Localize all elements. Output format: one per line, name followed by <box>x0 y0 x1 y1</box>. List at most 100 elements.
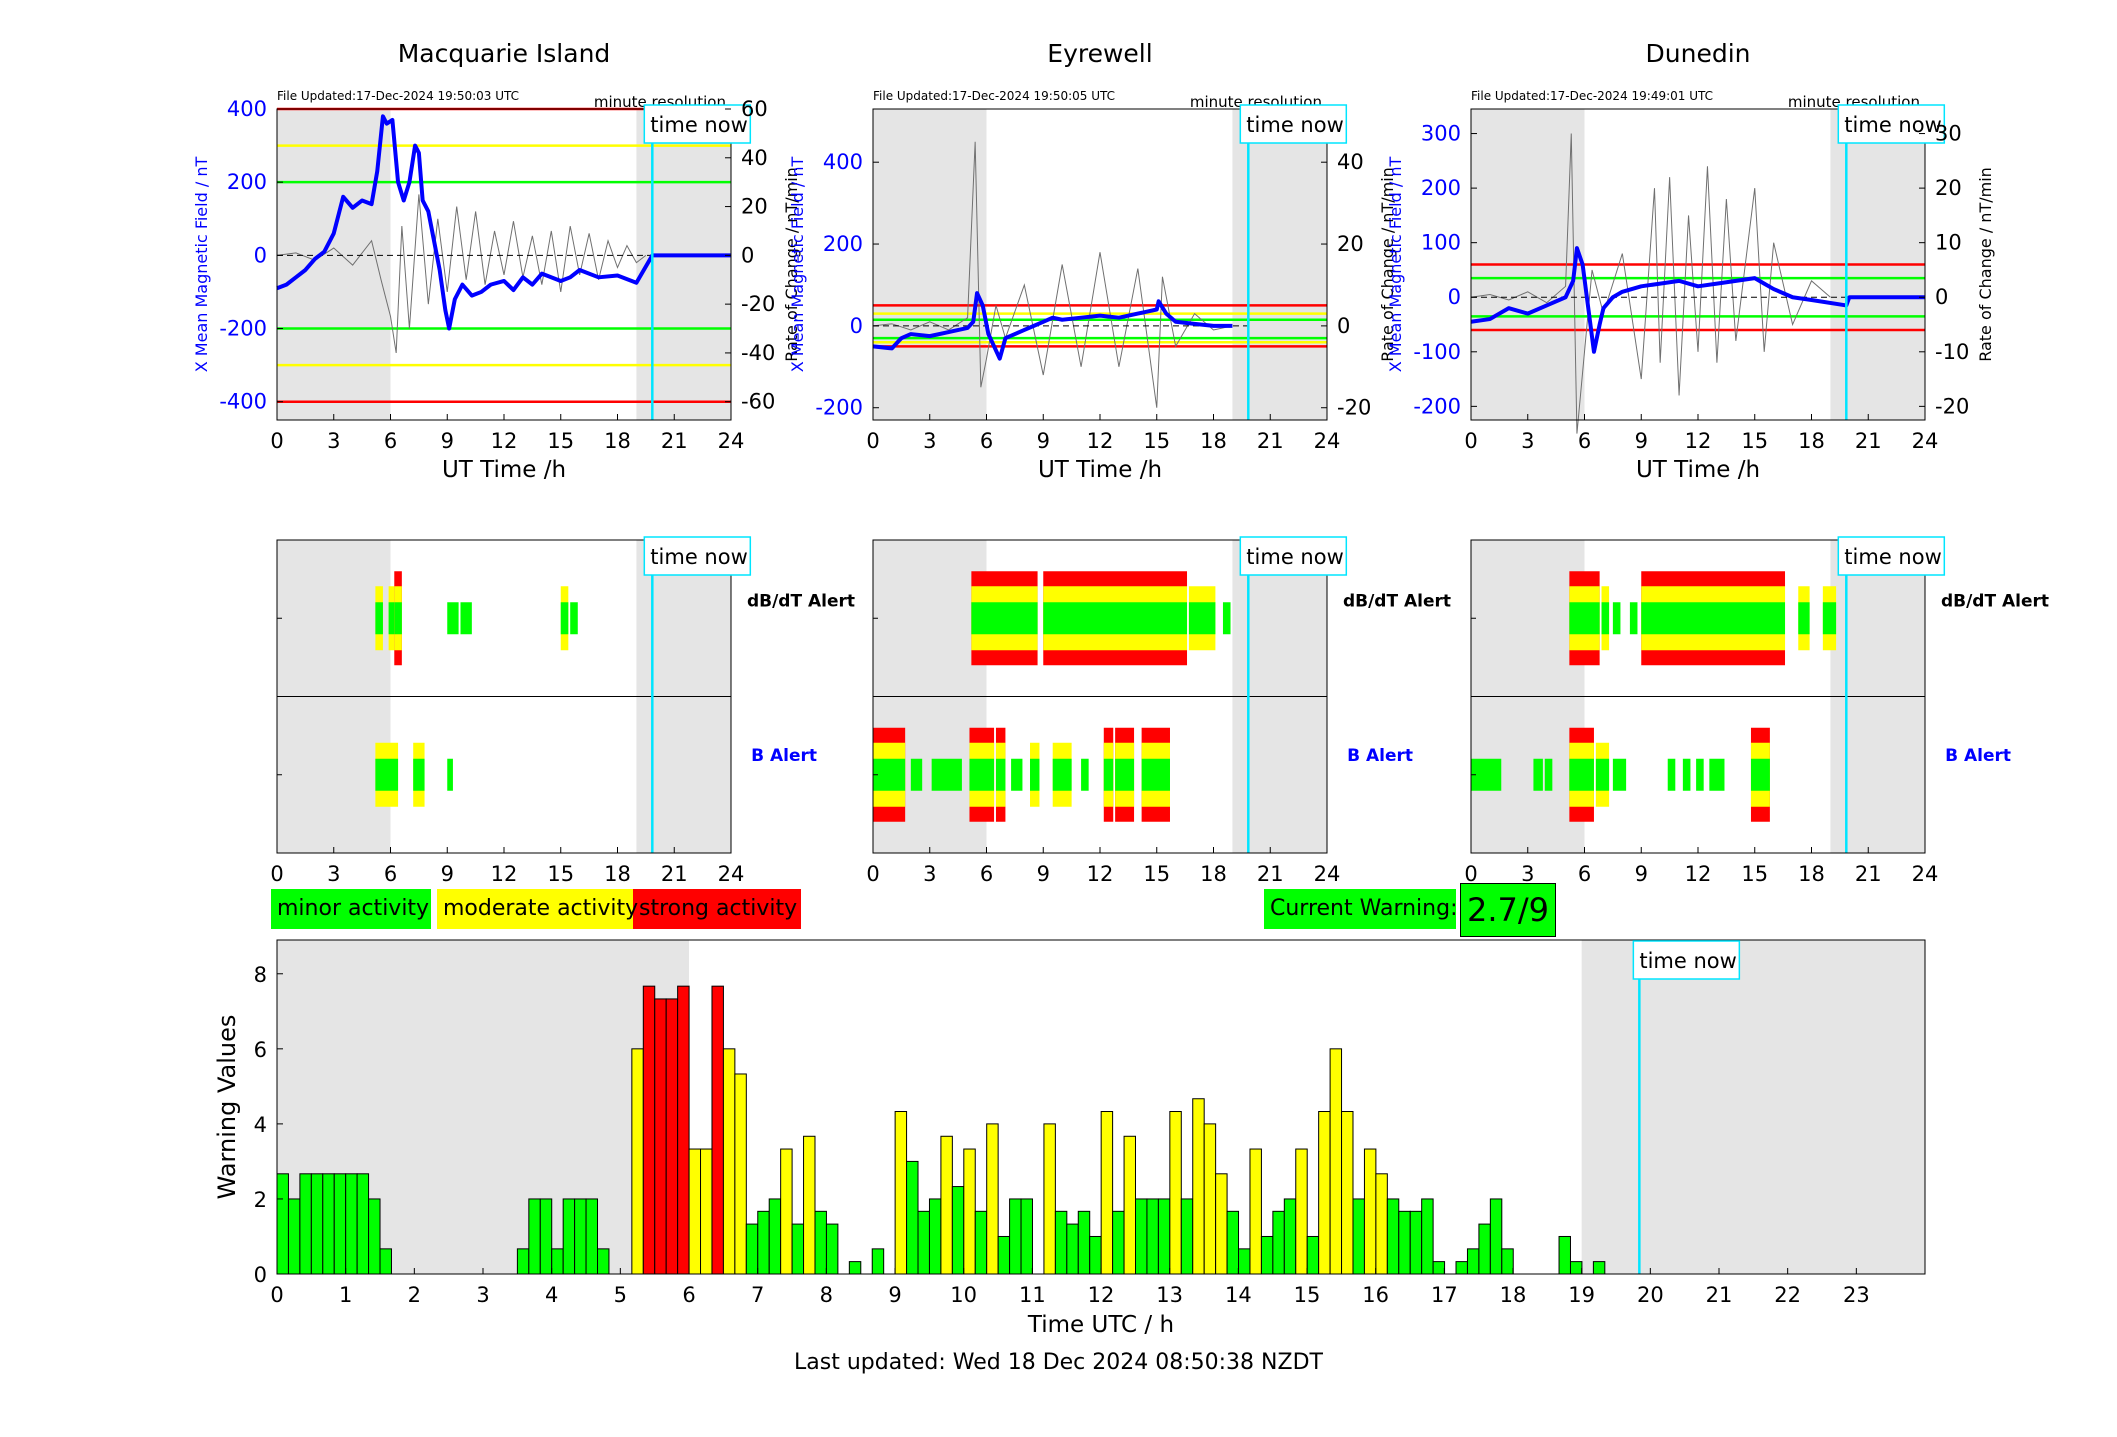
y2-tick-label: -10 <box>1935 340 1969 364</box>
y2-tick-label: 40 <box>741 146 768 170</box>
y2-tick-label: 0 <box>1935 285 1948 309</box>
alert-minor-segment <box>1222 602 1231 635</box>
x-tick-label: 16 <box>1362 1283 1389 1307</box>
x-tick-label: 12 <box>1685 429 1712 453</box>
x-tick-label: 10 <box>950 1283 977 1307</box>
warning-bar <box>894 1111 908 1275</box>
warning-bar <box>974 1210 988 1275</box>
y2-tick-label: 30 <box>1935 122 1962 146</box>
alert-minor-segment <box>1030 758 1040 791</box>
y-tick-label: -200 <box>815 396 863 420</box>
warning-bar <box>1215 1173 1228 1275</box>
x-axis-label: Time UTC / h <box>1027 1312 1174 1338</box>
x-tick-label: 21 <box>661 862 688 886</box>
warning-bar <box>642 985 656 1275</box>
alert-row-label: B Alert <box>1347 746 1413 766</box>
x-tick-label: 18 <box>604 429 631 453</box>
y-axis-label: Warning Values <box>213 1015 241 1200</box>
warning-bar <box>1077 1210 1091 1275</box>
warning-bar <box>597 1248 610 1275</box>
alert-minor-segment <box>460 602 472 635</box>
warning-bar <box>1386 1198 1400 1275</box>
warning-bar <box>1089 1235 1102 1275</box>
warning-bar <box>711 985 724 1275</box>
warning-bar <box>700 1148 713 1275</box>
y-tick-label: 100 <box>1421 231 1461 255</box>
x-tick-label: 18 <box>604 862 631 886</box>
x-tick-label: 20 <box>1637 1283 1664 1307</box>
time-now-label-box <box>1837 104 1946 144</box>
warning-bar <box>1123 1135 1137 1275</box>
y2-tick-label: -20 <box>741 292 775 316</box>
alert-minor-segment <box>1533 758 1543 791</box>
last-updated-footer: Last updated: Wed 18 Dec 2024 08:50:38 N… <box>794 1350 1323 1375</box>
x-tick-label: 6 <box>980 429 993 453</box>
time-now-label-box <box>1239 104 1348 144</box>
alert-panel-2: dB/dT Alert B Alert time now 0 3 6 9 12 15 18 21 24 <box>866 536 1451 886</box>
warning-bar <box>745 1223 759 1275</box>
alert-minor-segment <box>1682 758 1691 791</box>
warning-bar <box>1341 1111 1354 1275</box>
time-now-label-box <box>1239 536 1348 576</box>
time-now-label-box <box>643 104 752 144</box>
y-tick-label: 2 <box>254 1188 267 1212</box>
warning-bar <box>1501 1248 1514 1275</box>
y-tick-label: 6 <box>254 1038 267 1062</box>
warning-bar <box>1043 1123 1056 1275</box>
y2-tick-label: 20 <box>1935 176 1962 200</box>
x-tick-label: 12 <box>491 429 518 453</box>
alert-minor-segment <box>570 602 578 635</box>
warning-bar <box>1146 1198 1159 1275</box>
warning-bar <box>1398 1210 1411 1275</box>
alert-minor-segment <box>931 758 962 791</box>
field-plot-1: Macquarie Island File Updated:17-Dec-2024… <box>192 39 801 483</box>
y-tick-label: 0 <box>254 1263 267 1287</box>
warning-bar <box>1272 1210 1285 1275</box>
alert-minor-segment <box>1612 758 1627 791</box>
warning-bar <box>688 1148 702 1275</box>
warning-bar <box>333 1173 347 1275</box>
warning-bar <box>791 1223 805 1275</box>
alert-minor-segment <box>413 758 425 791</box>
rate-of-change-series <box>1470 133 1831 434</box>
warning-bar <box>1157 1198 1171 1275</box>
warning-bar <box>1329 1048 1343 1275</box>
x-tick-label: 2 <box>408 1283 421 1307</box>
x-tick-label: 24 <box>1912 429 1939 453</box>
warning-bar <box>1478 1223 1491 1275</box>
warning-bar <box>276 1173 289 1275</box>
alert-minor-segment <box>1601 602 1610 635</box>
alert-minor-segment <box>1612 602 1621 635</box>
warning-bar <box>825 1223 839 1275</box>
warning-bar <box>516 1248 530 1275</box>
warning-bar <box>1592 1261 1606 1275</box>
x-tick-label: 6 <box>980 862 993 886</box>
warning-bar <box>551 1248 564 1275</box>
y-tick-label: 0 <box>850 314 863 338</box>
warning-bar <box>1112 1210 1125 1275</box>
x-tick-label: 24 <box>1912 862 1939 886</box>
x-tick-label: 21 <box>1706 1283 1733 1307</box>
time-now-label: time now <box>1844 113 1941 137</box>
y2-tick-label: 40 <box>1337 150 1364 174</box>
warning-bar <box>986 1123 999 1275</box>
y-axis-label-left: X Mean Magnetic Field / nT <box>788 157 807 373</box>
x-tick-label: 6 <box>384 862 397 886</box>
x-tick-label: 18 <box>1200 429 1227 453</box>
x-tick-label: 12 <box>1088 1283 1115 1307</box>
warning-bar <box>1180 1198 1194 1275</box>
legend-moderate-activity: moderate activity <box>443 896 639 921</box>
x-tick-label: 12 <box>1685 862 1712 886</box>
alert-row-label: dB/dT Alert <box>1941 591 2049 611</box>
x-axis-label: UT Time /h <box>442 457 566 483</box>
night-shade <box>873 109 987 420</box>
y2-tick-label: 60 <box>741 97 768 121</box>
x-tick-label: 6 <box>1578 429 1591 453</box>
warning-bar <box>997 1235 1011 1275</box>
y-tick-label: 0 <box>1448 285 1461 309</box>
warning-bar <box>1192 1098 1205 1275</box>
x-tick-label: 15 <box>1294 1283 1321 1307</box>
alert-minor-segment <box>969 758 995 791</box>
x-tick-label: 15 <box>1741 429 1768 453</box>
